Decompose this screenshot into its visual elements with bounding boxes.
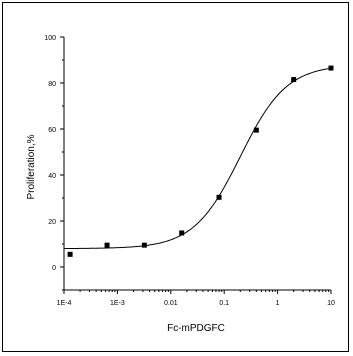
axes: 0 20 40 60 80 100 1E-4 1E-3 0.01 0.1 1 10 [44, 35, 335, 307]
y-tick-label: 0 [52, 265, 56, 272]
y-tick-label: 80 [48, 81, 56, 88]
y-axis-label: Proliferation,% [26, 134, 37, 199]
x-tick-label: 0.1 [219, 300, 229, 307]
data-point [67, 251, 73, 257]
x-axis-label: Fc-mPDGFC [167, 323, 225, 334]
data-point [291, 77, 297, 83]
x-tick-label: 1E-3 [110, 300, 125, 307]
x-tick-label: 0.01 [164, 300, 178, 307]
data-point [216, 194, 222, 200]
data-point [179, 230, 185, 236]
data-point [104, 242, 110, 248]
x-tick-label: 10 [327, 300, 335, 307]
y-tick-label: 20 [48, 219, 56, 226]
data-points [67, 65, 334, 257]
y-tick-label: 60 [48, 127, 56, 134]
y-tick-label: 40 [48, 173, 56, 180]
data-point [141, 242, 147, 248]
x-tick-label: 1 [276, 300, 280, 307]
chart-frame [2, 2, 349, 352]
x-tick-label: 1E-4 [57, 300, 72, 307]
data-point [328, 65, 334, 71]
y-tick-label: 100 [44, 35, 56, 42]
data-point [253, 127, 259, 133]
fit-curve [63, 67, 332, 250]
